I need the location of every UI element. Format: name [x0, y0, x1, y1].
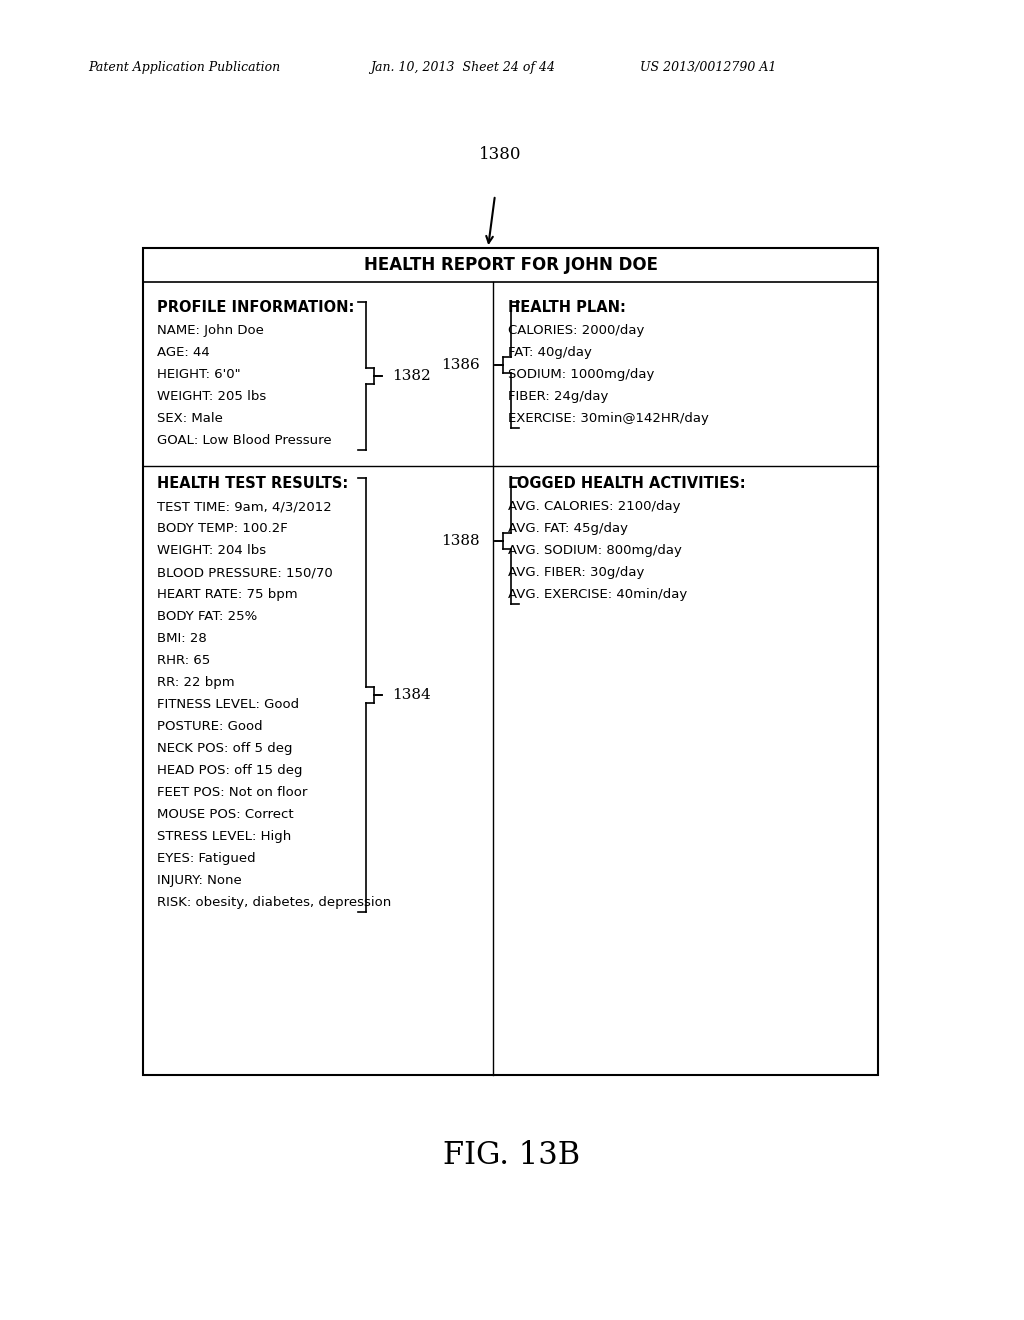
Text: RHR: 65: RHR: 65 — [157, 653, 210, 667]
Text: AVG. SODIUM: 800mg/day: AVG. SODIUM: 800mg/day — [508, 544, 682, 557]
Text: TEST TIME: 9am, 4/3/2012: TEST TIME: 9am, 4/3/2012 — [157, 500, 332, 513]
Text: 1386: 1386 — [441, 358, 480, 372]
Text: 1384: 1384 — [392, 688, 431, 702]
Text: SODIUM: 1000mg/day: SODIUM: 1000mg/day — [508, 368, 654, 381]
Text: FIG. 13B: FIG. 13B — [443, 1139, 581, 1171]
Text: BMI: 28: BMI: 28 — [157, 632, 207, 645]
Text: SEX: Male: SEX: Male — [157, 412, 223, 425]
Text: FEET POS: Not on floor: FEET POS: Not on floor — [157, 785, 307, 799]
Text: FAT: 40g/day: FAT: 40g/day — [508, 346, 592, 359]
Text: US 2013/0012790 A1: US 2013/0012790 A1 — [640, 62, 776, 74]
Text: AGE: 44: AGE: 44 — [157, 346, 210, 359]
Text: HEART RATE: 75 bpm: HEART RATE: 75 bpm — [157, 587, 298, 601]
Text: NECK POS: off 5 deg: NECK POS: off 5 deg — [157, 742, 293, 755]
Text: BODY TEMP: 100.2F: BODY TEMP: 100.2F — [157, 521, 288, 535]
Text: NAME: John Doe: NAME: John Doe — [157, 323, 264, 337]
Text: CALORIES: 2000/day: CALORIES: 2000/day — [508, 323, 644, 337]
Text: Jan. 10, 2013  Sheet 24 of 44: Jan. 10, 2013 Sheet 24 of 44 — [370, 62, 555, 74]
Text: INJURY: None: INJURY: None — [157, 874, 242, 887]
Text: EXERCISE: 30min@142HR/day: EXERCISE: 30min@142HR/day — [508, 412, 709, 425]
Text: BODY FAT: 25%: BODY FAT: 25% — [157, 610, 257, 623]
Text: 1388: 1388 — [441, 535, 480, 548]
Text: AVG. FIBER: 30g/day: AVG. FIBER: 30g/day — [508, 566, 644, 579]
Text: POSTURE: Good: POSTURE: Good — [157, 719, 262, 733]
Text: RR: 22 bpm: RR: 22 bpm — [157, 676, 234, 689]
Text: GOAL: Low Blood Pressure: GOAL: Low Blood Pressure — [157, 434, 332, 447]
Text: STRESS LEVEL: High: STRESS LEVEL: High — [157, 830, 291, 843]
Text: HEAD POS: off 15 deg: HEAD POS: off 15 deg — [157, 764, 302, 777]
Text: HEALTH TEST RESULTS:: HEALTH TEST RESULTS: — [157, 477, 348, 491]
Text: WEIGHT: 204 lbs: WEIGHT: 204 lbs — [157, 544, 266, 557]
Text: FITNESS LEVEL: Good: FITNESS LEVEL: Good — [157, 698, 299, 711]
Text: AVG. EXERCISE: 40min/day: AVG. EXERCISE: 40min/day — [508, 587, 687, 601]
Text: MOUSE POS: Correct: MOUSE POS: Correct — [157, 808, 294, 821]
Text: EYES: Fatigued: EYES: Fatigued — [157, 851, 256, 865]
Text: HEALTH REPORT FOR JOHN DOE: HEALTH REPORT FOR JOHN DOE — [364, 256, 657, 275]
Text: WEIGHT: 205 lbs: WEIGHT: 205 lbs — [157, 389, 266, 403]
Text: RISK: obesity, diabetes, depression: RISK: obesity, diabetes, depression — [157, 896, 391, 909]
Text: Patent Application Publication: Patent Application Publication — [88, 62, 281, 74]
Text: LOGGED HEALTH ACTIVITIES:: LOGGED HEALTH ACTIVITIES: — [508, 477, 745, 491]
Text: AVG. FAT: 45g/day: AVG. FAT: 45g/day — [508, 521, 628, 535]
Text: FIBER: 24g/day: FIBER: 24g/day — [508, 389, 608, 403]
Text: BLOOD PRESSURE: 150/70: BLOOD PRESSURE: 150/70 — [157, 566, 333, 579]
Text: HEALTH PLAN:: HEALTH PLAN: — [508, 300, 626, 315]
Text: 1380: 1380 — [479, 147, 521, 162]
Text: AVG. CALORIES: 2100/day: AVG. CALORIES: 2100/day — [508, 500, 681, 513]
Text: PROFILE INFORMATION:: PROFILE INFORMATION: — [157, 300, 354, 315]
Bar — [143, 248, 878, 1074]
Text: 1382: 1382 — [392, 370, 431, 383]
Text: HEIGHT: 6'0": HEIGHT: 6'0" — [157, 368, 241, 381]
